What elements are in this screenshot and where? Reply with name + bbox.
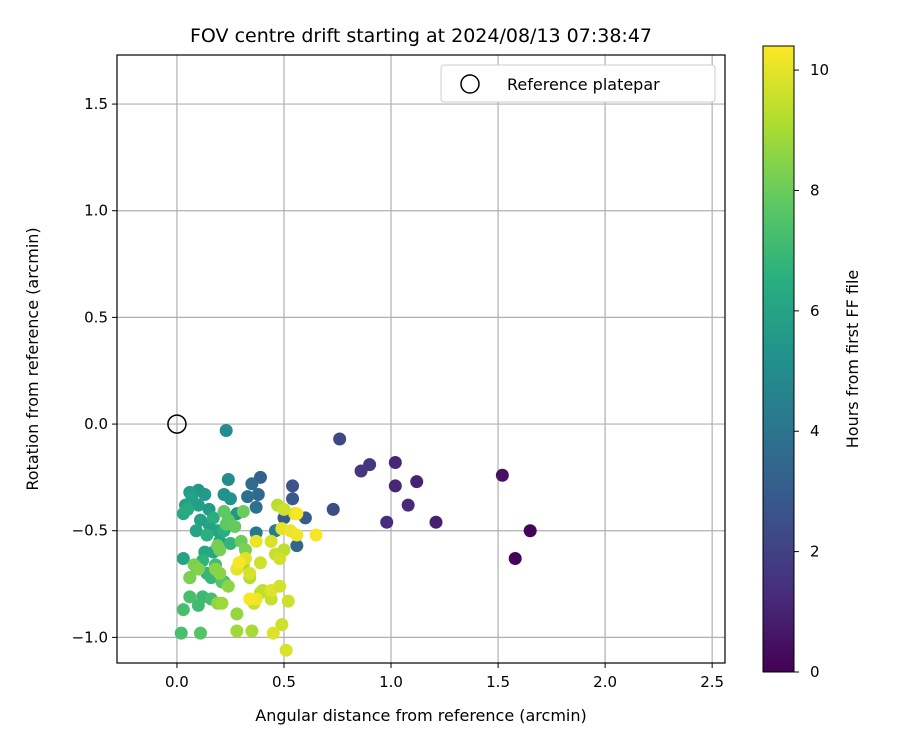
data-point — [191, 562, 205, 576]
x-tick-label: 1.5 — [486, 673, 510, 691]
data-point — [495, 468, 509, 482]
data-point — [189, 524, 203, 538]
data-point — [279, 643, 293, 657]
legend-label: Reference platepar — [507, 75, 660, 94]
data-point — [176, 603, 190, 617]
data-point — [273, 579, 287, 593]
data-point — [232, 556, 246, 570]
x-tick-label: 2.0 — [593, 673, 617, 691]
data-point — [193, 626, 207, 640]
data-point — [223, 492, 237, 506]
data-point — [309, 528, 323, 542]
data-point — [286, 479, 300, 493]
data-point — [249, 500, 263, 514]
y-tick-label: −0.5 — [72, 522, 108, 540]
colorbar-gradient — [762, 45, 795, 673]
colorbar-tick-label: 6 — [810, 302, 820, 320]
legend: Reference platepar — [440, 64, 716, 103]
colorbar-ticks: 0 2 4 6 8 10 — [794, 61, 829, 681]
data-point — [215, 596, 229, 610]
x-axis-label: Angular distance from reference (arcmin) — [255, 706, 586, 725]
data-point — [230, 607, 244, 621]
data-point — [243, 592, 257, 606]
data-point — [243, 566, 257, 580]
x-tick-label: 2.5 — [700, 673, 724, 691]
colorbar: 0 2 4 6 8 10 Hours from first FF file — [762, 45, 862, 681]
colorbar-tick-label: 0 — [810, 663, 820, 681]
data-point — [174, 626, 188, 640]
data-point — [290, 507, 304, 521]
x-tick-label: 0.0 — [165, 673, 189, 691]
y-axis-label: Rotation from reference (arcmin) — [23, 227, 42, 490]
y-tick-label: 1.0 — [84, 202, 108, 220]
legend-open-circle-icon — [460, 74, 480, 94]
data-point — [286, 492, 300, 506]
data-point — [213, 566, 227, 580]
data-point — [230, 624, 244, 638]
colorbar-tick-label: 4 — [810, 422, 820, 440]
y-tick-label: 0.5 — [84, 308, 108, 326]
data-point — [290, 528, 304, 542]
data-point — [388, 455, 402, 469]
data-point — [183, 590, 197, 604]
x-axis-ticks: 0.0 0.5 1.0 1.5 2.0 2.5 — [165, 663, 724, 691]
y-axis-ticks: −1.0 −0.5 0.0 0.5 1.0 1.5 — [72, 95, 117, 646]
data-point — [223, 537, 237, 551]
data-point — [253, 556, 267, 570]
data-point — [429, 515, 443, 529]
data-point — [241, 490, 255, 504]
data-point — [277, 502, 291, 516]
y-tick-label: −1.0 — [72, 628, 108, 646]
data-point — [508, 551, 522, 565]
colorbar-tick-label: 10 — [810, 61, 829, 79]
colorbar-label: Hours from first FF file — [843, 270, 862, 449]
data-point — [217, 505, 231, 519]
plot-frame — [116, 54, 726, 664]
y-tick-label: 0.0 — [84, 415, 108, 433]
data-point — [290, 539, 304, 553]
data-point — [245, 477, 259, 491]
data-point — [410, 475, 424, 489]
data-point — [264, 534, 278, 548]
data-point — [333, 432, 347, 446]
data-point — [221, 473, 235, 487]
legend-box — [440, 64, 716, 103]
data-point — [221, 579, 235, 593]
data-point — [181, 502, 195, 516]
data-point — [380, 515, 394, 529]
grid-lines — [117, 55, 725, 663]
data-point — [198, 487, 212, 501]
data-point — [245, 624, 259, 638]
data-point — [249, 534, 263, 548]
colorbar-tick-label: 2 — [810, 543, 820, 561]
y-tick-label: 1.5 — [84, 95, 108, 113]
data-point — [206, 511, 220, 525]
data-point — [275, 618, 289, 632]
data-point — [273, 551, 287, 565]
data-points — [174, 423, 537, 657]
colorbar-tick-label: 8 — [810, 181, 820, 199]
data-point — [191, 598, 205, 612]
data-point — [219, 423, 233, 437]
data-point — [213, 543, 227, 557]
data-point — [354, 464, 368, 478]
data-point — [200, 528, 214, 542]
data-point — [228, 519, 242, 533]
data-point — [251, 487, 265, 501]
data-point — [236, 505, 250, 519]
data-point — [388, 479, 402, 493]
reference-platepar-marker — [167, 414, 187, 434]
data-point — [266, 626, 280, 640]
data-point — [523, 524, 537, 538]
data-point — [401, 498, 415, 512]
x-tick-label: 0.5 — [272, 673, 296, 691]
data-point — [183, 571, 197, 585]
x-tick-label: 1.0 — [379, 673, 403, 691]
data-point — [176, 551, 190, 565]
data-point — [326, 502, 340, 516]
chart-title: FOV centre drift starting at 2024/08/13 … — [190, 25, 652, 47]
data-point — [281, 594, 295, 608]
data-point — [191, 498, 205, 512]
